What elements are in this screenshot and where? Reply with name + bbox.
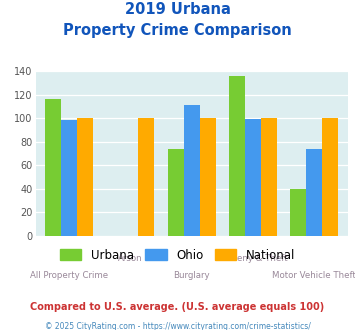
Bar — [77, 118, 93, 236]
Bar — [290, 189, 306, 236]
Bar — [45, 99, 61, 236]
Bar — [138, 118, 154, 236]
Bar — [168, 149, 184, 236]
Text: Arson: Arson — [118, 254, 143, 263]
Bar — [306, 149, 322, 236]
Bar — [322, 118, 338, 236]
Legend: Urbana, Ohio, National: Urbana, Ohio, National — [55, 244, 300, 266]
Text: Motor Vehicle Theft: Motor Vehicle Theft — [272, 271, 355, 280]
Text: Compared to U.S. average. (U.S. average equals 100): Compared to U.S. average. (U.S. average … — [31, 302, 324, 312]
Bar — [229, 76, 245, 236]
Text: 2019 Urbana: 2019 Urbana — [125, 2, 230, 16]
Text: All Property Crime: All Property Crime — [30, 271, 108, 280]
Bar — [261, 118, 277, 236]
Bar — [245, 119, 261, 236]
Bar — [184, 105, 200, 236]
Text: Property Crime Comparison: Property Crime Comparison — [63, 23, 292, 38]
Text: Larceny & Theft: Larceny & Theft — [219, 254, 287, 263]
Bar — [200, 118, 215, 236]
Text: © 2025 CityRating.com - https://www.cityrating.com/crime-statistics/: © 2025 CityRating.com - https://www.city… — [45, 322, 310, 330]
Text: Burglary: Burglary — [173, 271, 210, 280]
Bar — [61, 120, 77, 236]
